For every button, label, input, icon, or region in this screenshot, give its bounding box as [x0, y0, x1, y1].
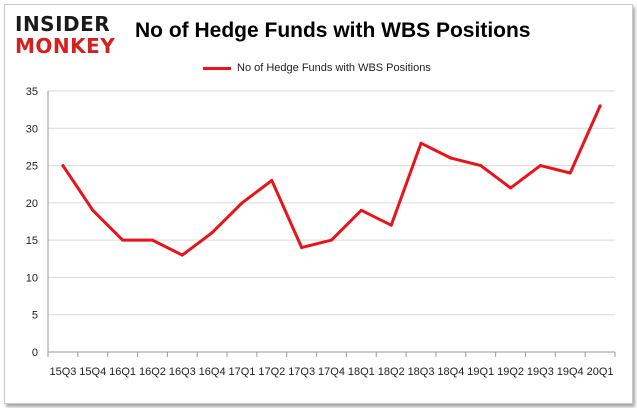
data-point [180, 253, 184, 257]
data-point [538, 164, 542, 168]
x-tick-label: 18Q1 [348, 366, 375, 378]
x-tick-label: 18Q3 [408, 366, 435, 378]
data-point [479, 164, 483, 168]
x-tick-label: 16Q4 [199, 366, 226, 378]
x-tick-label: 18Q2 [378, 366, 405, 378]
y-tick-label: 15 [26, 235, 38, 247]
y-tick-label: 0 [32, 347, 38, 359]
data-point [300, 246, 304, 250]
y-tick-label: 35 [26, 86, 38, 98]
x-tick-label: 15Q3 [49, 366, 76, 378]
data-point [270, 178, 274, 182]
x-tick-label: 20Q1 [587, 366, 614, 378]
y-tick-label: 30 [26, 123, 38, 135]
x-tick-label: 19Q1 [467, 366, 494, 378]
x-tick-label: 19Q4 [557, 366, 584, 378]
x-tick-label: 15Q4 [79, 366, 106, 378]
y-tick-label: 10 [26, 272, 38, 284]
x-tick-label: 16Q2 [139, 366, 166, 378]
data-point [91, 208, 95, 212]
x-tick-label: 17Q3 [288, 366, 315, 378]
x-tick-label: 19Q3 [527, 366, 554, 378]
data-point [330, 238, 333, 242]
x-tick-label: 17Q2 [258, 366, 285, 378]
y-tick-label: 5 [32, 310, 38, 322]
data-point [359, 208, 363, 212]
x-tick-label: 16Q3 [169, 366, 196, 378]
chart-frame: INSIDER MONKEY No of Hedge Funds with WB… [4, 4, 633, 404]
chart-title: No of Hedge Funds with WBS Positions [135, 19, 531, 42]
y-tick-label: 20 [26, 198, 38, 210]
data-point [61, 164, 65, 168]
logo-line-2: MONKEY [15, 34, 116, 58]
data-point [150, 238, 154, 242]
x-tick-label: 17Q4 [318, 366, 345, 378]
data-point [449, 156, 453, 160]
x-tick-label: 17Q1 [229, 366, 256, 378]
data-point [389, 223, 393, 227]
x-tick-label: 18Q4 [437, 366, 464, 378]
legend-swatch [203, 66, 231, 70]
data-point [598, 104, 602, 108]
insider-monkey-logo: INSIDER MONKEY [15, 13, 125, 59]
data-point [240, 201, 244, 205]
y-tick-label: 25 [26, 161, 38, 173]
data-point [509, 186, 513, 190]
data-point [210, 231, 214, 235]
x-tick-label: 16Q1 [109, 366, 136, 378]
x-tick-label: 19Q2 [497, 366, 524, 378]
logo-line-1: INSIDER [15, 12, 111, 36]
data-point [419, 141, 423, 145]
legend-label: No of Hedge Funds with WBS Positions [237, 62, 431, 74]
chart-legend: No of Hedge Funds with WBS Positions [203, 62, 431, 74]
data-point [568, 171, 572, 175]
data-point [121, 238, 125, 242]
